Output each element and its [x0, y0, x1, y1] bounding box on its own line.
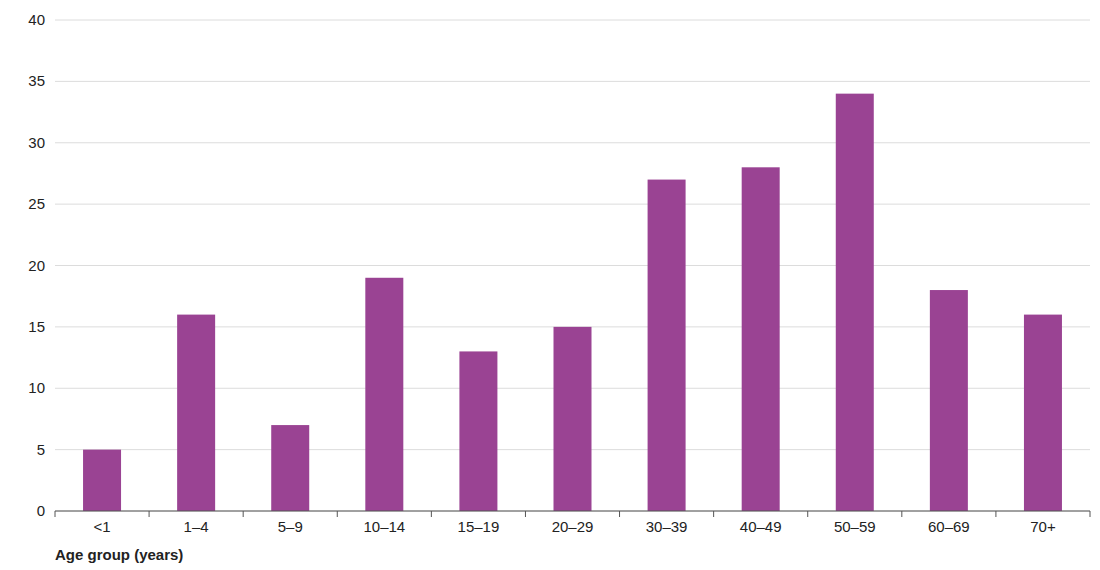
x-tick — [619, 511, 620, 517]
y-tick-label: 0 — [37, 502, 45, 519]
bar — [83, 450, 121, 511]
y-tick-label: 35 — [28, 72, 45, 89]
x-tick — [55, 511, 56, 517]
bar — [177, 315, 215, 511]
grid-line — [55, 142, 1090, 143]
x-tick-label: 5–9 — [278, 518, 303, 535]
x-tick-label: 50–59 — [834, 518, 876, 535]
bar — [271, 425, 309, 511]
x-tick-label: 60–69 — [928, 518, 970, 535]
y-tick-label: 5 — [37, 441, 45, 458]
x-tick-label: 30–39 — [646, 518, 688, 535]
x-tick-label: 40–49 — [740, 518, 782, 535]
bar — [365, 278, 403, 511]
bar — [459, 351, 497, 511]
bar — [930, 290, 968, 511]
y-tick-label: 20 — [28, 257, 45, 274]
x-tick — [431, 511, 432, 517]
grid-line — [55, 204, 1090, 205]
x-tick — [149, 511, 150, 517]
x-tick-label: <1 — [93, 518, 110, 535]
x-tick — [525, 511, 526, 517]
bar — [836, 94, 874, 511]
bar — [1024, 315, 1062, 511]
grid-line — [55, 20, 1090, 21]
x-tick-label: 1–4 — [184, 518, 209, 535]
y-tick-label: 15 — [28, 318, 45, 335]
x-tick — [243, 511, 244, 517]
x-axis-line — [55, 511, 1090, 512]
chart-svg: 0 5 10 15 20 25 30 35 40 <1 1–4 5–9 10–14 15–19 20–29 3… — [0, 0, 1100, 570]
y-tick-label: 30 — [28, 134, 45, 151]
chart-container: 0 5 10 15 20 25 30 35 40 <1 1–4 5–9 10–14 15–19 20–29 3… — [0, 0, 1100, 570]
bar — [554, 327, 592, 511]
grid — [55, 20, 1090, 511]
bars — [83, 94, 1062, 511]
y-tick-label: 10 — [28, 379, 45, 396]
grid-line — [55, 81, 1090, 82]
y-tick-label: 40 — [28, 11, 45, 28]
x-axis-title: Age group (years) — [55, 546, 183, 563]
x-tick — [1090, 511, 1091, 517]
x-tick-label: 70+ — [1030, 518, 1056, 535]
x-tick-label: 10–14 — [363, 518, 405, 535]
bar — [648, 180, 686, 511]
bar — [742, 167, 780, 511]
x-tick — [337, 511, 338, 517]
x-tick-label: 15–19 — [458, 518, 500, 535]
x-tick-label: 20–29 — [552, 518, 594, 535]
x-tick — [713, 511, 714, 517]
x-tick — [807, 511, 808, 517]
grid-line — [55, 511, 1090, 512]
grid-line — [55, 265, 1090, 266]
x-tick — [901, 511, 902, 517]
x-tick — [995, 511, 996, 517]
y-tick-label: 25 — [28, 195, 45, 212]
